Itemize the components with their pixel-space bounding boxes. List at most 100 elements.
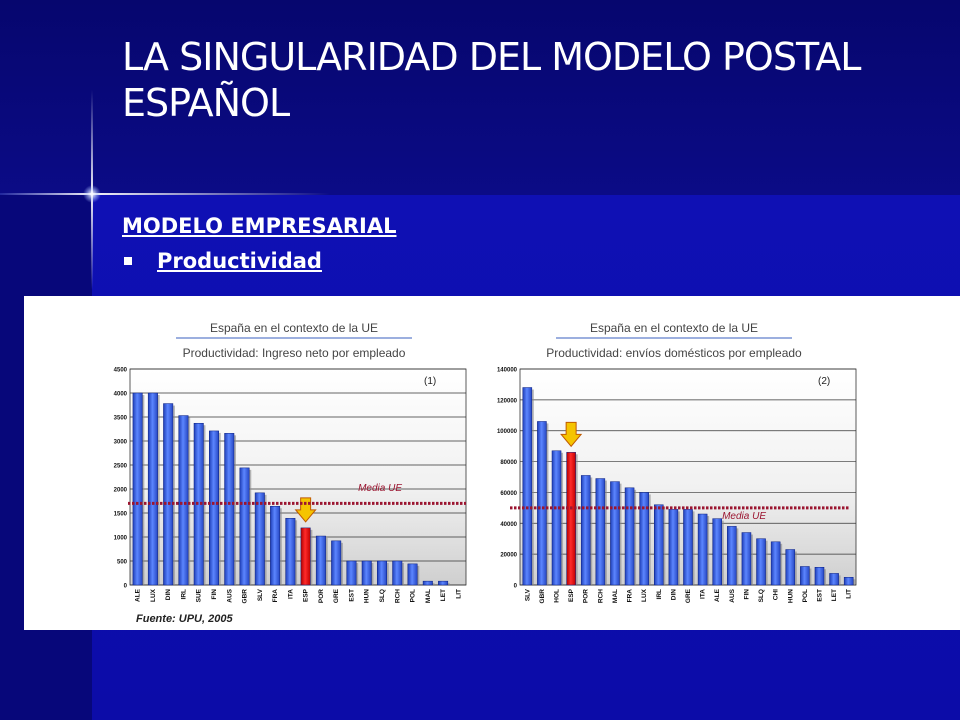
bar-est [346,560,357,586]
y-tick-label: 2500 [114,464,128,470]
bar-fin [741,532,752,586]
source-note: Fuente: UPU, 2005 [136,613,233,625]
bar-din [668,509,679,586]
bar-fra [270,506,281,586]
y-tick-label: 40000 [500,522,517,528]
bar-gre [331,540,342,586]
y-tick-label: 3000 [114,440,128,446]
x-tick-label: SLV [524,588,531,601]
x-tick-label: IRL [180,589,187,600]
x-tick-label: AUS [226,588,233,602]
y-tick-label: 1500 [114,512,128,518]
x-tick-label: EST [348,589,355,602]
x-tick-label: SUE [196,588,203,602]
x-tick-label: HOL [554,589,561,603]
x-tick-label: SLQ [379,589,386,602]
bar-pol [800,566,810,586]
x-tick-label: FRA [627,589,634,603]
chart-title: España en el contexto de la UE [590,321,758,335]
chart-marker: (1) [424,376,436,387]
chart-title: España en el contexto de la UE [210,321,378,335]
header-background [0,0,960,195]
bar-por [580,475,591,586]
x-tick-label: POR [583,589,590,603]
x-tick-label: EST [816,589,823,602]
x-tick-label: HUN [364,589,371,603]
bar-ita [697,513,708,586]
y-tick-label: 500 [117,560,128,566]
chart-subtitle: Productividad: envíos domésticos por emp… [546,346,802,360]
bar-fra [624,487,635,586]
x-tick-label: GBR [539,589,546,604]
bar-lux [639,492,649,586]
y-tick-label: 1000 [114,536,128,542]
x-tick-label: FRA [272,589,279,603]
x-tick-label: POL [802,589,809,602]
light-flare-horizontal [0,193,330,195]
mean-label: Media UE [358,483,402,494]
bar-let [829,573,839,586]
y-tick-label: 4000 [114,392,128,398]
charts-panel: España en el contexto de la UE Productivi… [24,296,960,630]
bar-aus [224,433,235,586]
bar-slq [756,538,766,586]
bar-irl [178,415,189,586]
x-tick-label: GBR [242,589,249,604]
y-tick-label: 4500 [114,368,128,374]
bar-hun [361,560,372,586]
chart-2: España en el contexto de la UE Productivi… [497,321,857,604]
mean-label: Media UE [722,511,766,522]
x-tick-label: RCH [597,589,604,603]
x-tick-label: IRL [656,589,663,600]
x-tick-label: SLQ [758,589,765,602]
x-tick-label: ITA [287,589,294,599]
y-tick-label: 60000 [500,491,517,497]
bar-let [438,580,449,586]
bar-rch [595,478,606,586]
charts-canvas: España en el contexto de la UE Productivi… [114,321,857,604]
bar-ale [712,518,722,586]
bar-gbr [537,421,547,586]
bar-ita [285,518,296,586]
bar-chi [770,541,781,586]
bar-gre [683,509,693,586]
bar-mal [610,481,620,586]
bar-din [163,403,174,586]
x-tick-label: HUN [787,589,794,603]
x-tick-label: LIT [455,589,462,599]
bar-lux [147,392,158,586]
bar-hol [551,450,562,586]
chart-1: España en el contexto de la UE Productivi… [114,321,467,604]
y-tick-label: 3500 [114,416,128,422]
x-tick-label: MAL [612,589,619,603]
chart-marker: (2) [818,376,830,387]
x-tick-label: ESP [303,588,310,602]
x-tick-label: LET [831,589,838,601]
x-tick-label: DIN [670,589,677,601]
highlight-arrow-icon [294,497,317,523]
x-tick-label: FIN [743,589,750,600]
bar-mal [422,580,433,586]
bar-ale [132,392,143,586]
x-tick-label: FIN [211,589,218,600]
x-tick-label: ALE [714,588,721,602]
x-tick-label: LUX [150,588,157,602]
bar-hun [785,549,796,586]
chart-subtitle: Productividad: Ingreso neto por empleado [183,346,406,360]
y-tick-label: 0 [124,584,128,590]
bar-pol [407,563,418,586]
light-flare-center [83,185,101,203]
x-tick-label: LUX [641,588,648,602]
bar-slq [377,560,387,586]
bar-rch [392,560,403,586]
bar-fin [209,430,219,586]
bar-por [315,535,326,586]
x-tick-label: CHI [773,589,780,600]
x-tick-label: SLV [257,588,264,601]
x-tick-label: ITA [700,589,707,599]
bar-slv [254,492,265,586]
x-tick-label: GRE [333,588,340,603]
bar-aus [727,526,737,586]
x-tick-label: RCH [394,589,401,603]
x-tick-label: POR [318,589,325,603]
